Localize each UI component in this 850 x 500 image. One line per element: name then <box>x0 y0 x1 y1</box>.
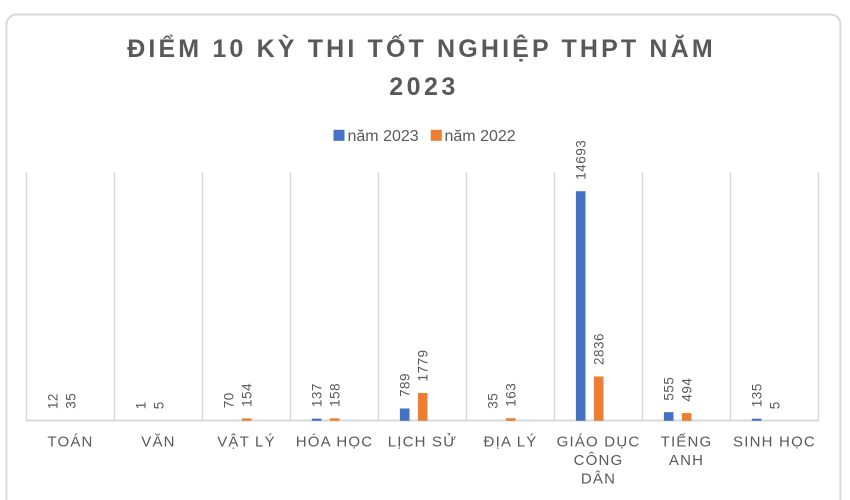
svg-text:5: 5 <box>152 401 167 409</box>
svg-text:TIẾNG: TIẾNG <box>661 434 713 451</box>
svg-text:12: 12 <box>46 393 61 409</box>
svg-text:137: 137 <box>310 383 325 407</box>
svg-text:1779: 1779 <box>416 349 431 381</box>
svg-text:163: 163 <box>504 383 519 407</box>
svg-text:154: 154 <box>240 383 255 407</box>
svg-text:ĐỊA LÝ: ĐỊA LÝ <box>484 434 538 451</box>
svg-text:VĂN: VĂN <box>141 434 175 451</box>
svg-text:2023: 2023 <box>389 73 459 101</box>
svg-text:ĐIỂM 10 KỲ THI TỐT NGHIỆP THPT: ĐIỂM 10 KỲ THI TỐT NGHIỆP THPT NĂM <box>127 33 716 63</box>
svg-text:5: 5 <box>768 401 783 409</box>
svg-text:789: 789 <box>398 373 413 397</box>
svg-text:GIÁO DỤC: GIÁO DỤC <box>557 434 641 451</box>
svg-text:135: 135 <box>750 383 765 407</box>
svg-text:ANH: ANH <box>669 452 704 469</box>
svg-text:VẬT LÝ: VẬT LÝ <box>217 434 276 451</box>
svg-text:555: 555 <box>662 377 677 401</box>
svg-text:158: 158 <box>328 383 343 407</box>
svg-text:TOÁN: TOÁN <box>47 434 93 451</box>
svg-text:494: 494 <box>680 378 695 402</box>
svg-text:năm 2022: năm 2022 <box>445 128 516 145</box>
svg-text:35: 35 <box>64 393 79 409</box>
svg-text:14693: 14693 <box>574 140 589 180</box>
svg-text:năm 2023: năm 2023 <box>348 128 419 145</box>
svg-text:SINH HỌC: SINH HỌC <box>733 434 816 451</box>
svg-text:HÓA HỌC: HÓA HỌC <box>296 434 374 451</box>
svg-text:1: 1 <box>134 401 149 409</box>
svg-text:DÂN: DÂN <box>581 471 616 488</box>
svg-text:2836: 2836 <box>592 333 607 365</box>
svg-text:35: 35 <box>486 393 501 409</box>
svg-text:70: 70 <box>222 392 237 408</box>
svg-text:CÔNG: CÔNG <box>574 452 624 469</box>
svg-text:LỊCH SỬ: LỊCH SỬ <box>388 433 458 451</box>
